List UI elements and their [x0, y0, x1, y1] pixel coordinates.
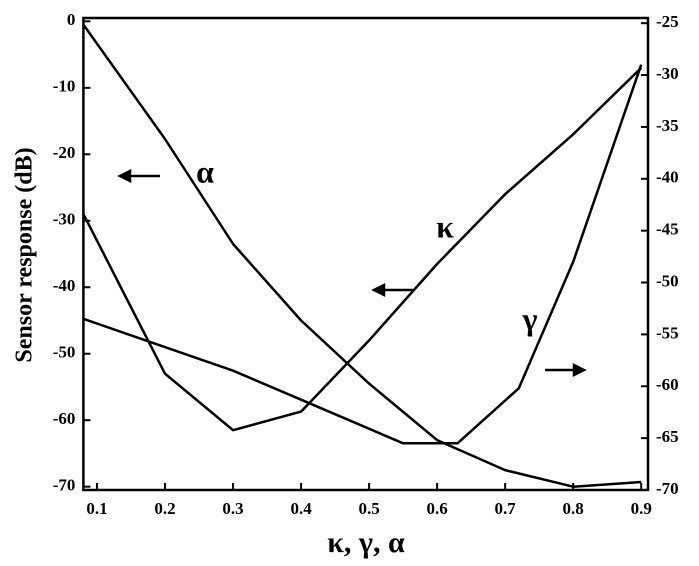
y-tick-label: 0 [67, 10, 76, 29]
y-tick-label: -70 [53, 476, 76, 495]
series-label: α [196, 153, 214, 189]
series-label: γ [522, 300, 538, 336]
x-tick-label: 0.6 [427, 499, 448, 518]
x-tick-label: 0.5 [358, 499, 379, 518]
x-tick-label: 0.8 [563, 499, 584, 518]
y2-tick-label: -55 [656, 323, 679, 342]
y2-tick-label: -25 [656, 12, 679, 31]
x-tick-label: 0.3 [222, 499, 243, 518]
y2-tick-label: -40 [656, 168, 679, 187]
x-tick-label: 0.2 [154, 499, 175, 518]
annotation-arrows [117, 168, 587, 378]
arrow-head [371, 282, 386, 298]
y-axis-label: Sensor response (dB) [12, 147, 38, 362]
series-line [82, 64, 643, 445]
y2-tick-label: -30 [656, 64, 679, 83]
y2-tick-label: -60 [656, 375, 679, 394]
y-tick-label: -10 [53, 77, 76, 96]
arrow-head [117, 168, 132, 184]
y2-tick-label: -70 [656, 479, 679, 498]
series-label: κ [436, 208, 454, 244]
y2-tick-label: -45 [656, 220, 679, 239]
y-tick-label: -60 [53, 409, 76, 428]
y-tick-label: -20 [53, 143, 76, 162]
x-axis-label: κ, γ, α [327, 526, 405, 559]
x-tick-label: 0.4 [290, 499, 312, 518]
y2-tick-label: -50 [656, 271, 679, 290]
y2-tick-label: -35 [656, 116, 679, 135]
arrow-head [572, 362, 587, 378]
plot-frame [82, 16, 650, 492]
y-tick-label: -30 [53, 210, 76, 229]
y-tick-label: -40 [53, 276, 76, 295]
x-tick-label: 0.9 [631, 499, 652, 518]
y2-tick-label: -65 [656, 427, 679, 446]
y-tick-label: -50 [53, 343, 76, 362]
series-line [82, 67, 643, 432]
series-line [82, 23, 642, 488]
x-tick-label: 0.1 [86, 499, 107, 518]
x-tick-label: 0.7 [495, 499, 517, 518]
